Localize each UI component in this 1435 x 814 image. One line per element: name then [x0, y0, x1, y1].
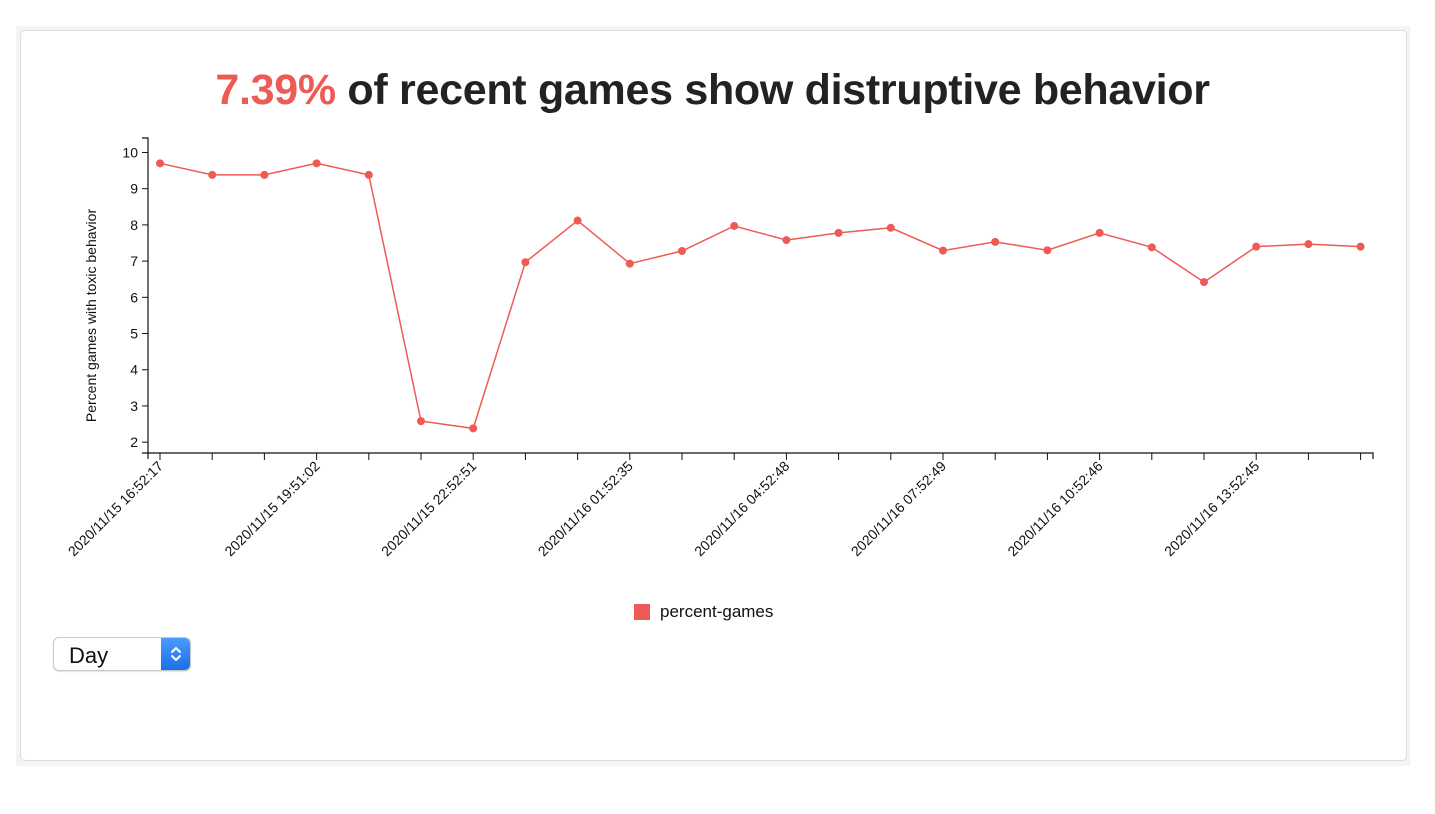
legend-swatch: [634, 604, 650, 620]
y-axis-line: [142, 137, 149, 454]
data-point: [1252, 242, 1261, 251]
x-tick-label: 2020/11/16 04:52:48: [691, 458, 793, 560]
data-point: [730, 221, 739, 230]
data-point: [1043, 246, 1052, 255]
data-point: [469, 424, 478, 433]
data-point: [573, 216, 582, 225]
legend-label: percent-games: [660, 602, 774, 621]
data-point: [364, 170, 373, 179]
data-point: [782, 236, 791, 245]
headline-text: of recent games show distruptive behavio…: [335, 66, 1210, 114]
period-select-value: Day: [69, 643, 109, 668]
chart-card: [20, 30, 1407, 761]
x-tick-label: 2020/11/16 07:52:49: [848, 458, 950, 560]
data-point: [208, 170, 217, 179]
data-point: [834, 228, 843, 237]
y-tick-label: 4: [130, 362, 138, 378]
x-tick-label: 2020/11/15 16:52:17: [65, 458, 167, 560]
y-tick-label: 3: [130, 398, 138, 414]
y-tick-label: 9: [130, 181, 138, 197]
x-tick-label: 2020/11/16 10:52:46: [1004, 458, 1106, 560]
data-point: [1095, 228, 1104, 237]
x-tick-label: 2020/11/15 19:51:02: [221, 458, 323, 560]
y-tick-label: 10: [122, 144, 138, 160]
headline-percent: 7.39%: [215, 66, 336, 114]
x-tick-label: 2020/11/15 22:52:51: [378, 458, 480, 560]
period-select[interactable]: Day: [53, 637, 191, 671]
data-point: [1304, 240, 1313, 249]
data-point: [417, 417, 425, 426]
chart-legend: percent-games: [634, 602, 773, 622]
y-tick-label: 8: [130, 217, 138, 233]
data-point: [1147, 243, 1156, 252]
data-point: [1356, 242, 1365, 251]
data-point: [156, 159, 164, 168]
data-point: [521, 258, 530, 267]
x-tick-label: 2020/11/16 01:52:35: [535, 458, 637, 560]
y-tick-label: 6: [130, 289, 138, 305]
data-point: [678, 246, 686, 255]
data-point: [312, 159, 321, 168]
series-line-percent-games: [159, 162, 1361, 430]
data-point: [625, 259, 634, 268]
data-point: [886, 223, 895, 232]
data-point: [939, 246, 947, 255]
y-axis-title: Percent games with toxic behavior: [83, 209, 99, 423]
data-point: [1200, 278, 1208, 287]
y-tick-label: 2: [130, 434, 138, 450]
data-point: [260, 170, 269, 179]
y-tick-label: 7: [130, 253, 138, 269]
x-tick-label: 2020/11/16 13:52:45: [1161, 458, 1263, 560]
data-point: [991, 237, 1000, 246]
x-axis-line: [147, 452, 1374, 459]
chevron-up-down-icon: [161, 638, 190, 670]
y-tick-label: 5: [130, 326, 138, 342]
chart-headline: 7.39% of recent games show distruptive b…: [0, 66, 1425, 115]
